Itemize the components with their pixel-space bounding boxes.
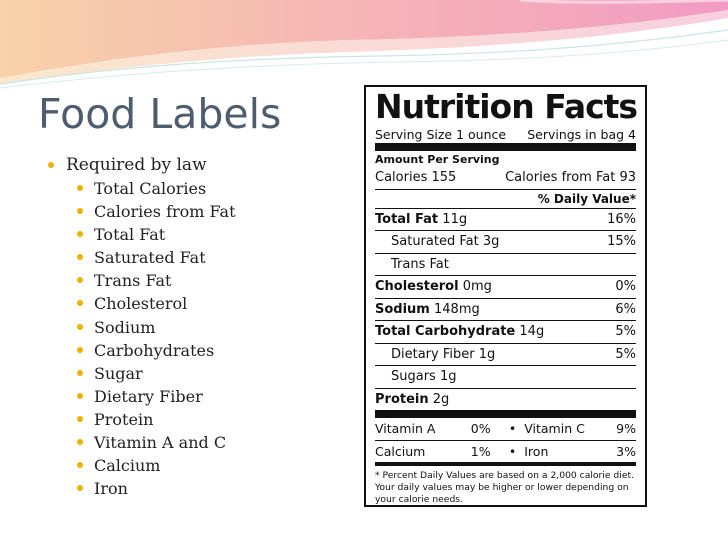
bullet-item: Vitamin A and C <box>46 431 236 454</box>
vitamin-row: Vitamin A 0% • Vitamin C 9% <box>375 418 636 441</box>
bullet-item: Iron <box>46 477 236 500</box>
serving-size: Serving Size 1 ounce <box>375 126 507 142</box>
servings-per-container: Servings in bag 4 <box>527 126 636 142</box>
bullet-required-by-law: Required by law <box>46 154 236 177</box>
bullet-dot-icon <box>77 254 83 261</box>
bullet-dot-icon <box>77 439 83 446</box>
calories-from-fat: Calories from Fat 93 <box>505 170 636 186</box>
bullet-dot-icon <box>77 369 83 376</box>
divider-thick <box>375 143 636 151</box>
bullet-item: Sodium <box>46 316 236 339</box>
nutrient-row: Total Carbohydrate 14g 5% <box>375 321 636 344</box>
bullet-item: Cholesterol <box>46 292 236 315</box>
bullet-item: Carbohydrates <box>46 339 236 362</box>
divider-medium <box>375 462 636 466</box>
bullet-item: Calcium <box>46 454 236 477</box>
bullet-item: Total Calories <box>46 177 236 200</box>
nutrition-facts-label: Nutrition Facts Serving Size 1 ounce Ser… <box>364 85 647 507</box>
bullet-dot-icon <box>77 277 83 284</box>
bullet-dot-icon <box>77 185 83 191</box>
bullet-dot-icon <box>77 485 83 492</box>
nutrient-row: Total Fat 11g 16% <box>375 209 636 231</box>
slide-title: Food Labels <box>38 90 282 138</box>
nutrient-row: Saturated Fat 3g 15% <box>375 231 636 254</box>
footnote: * Percent Daily Values are based on a 2,… <box>375 470 634 505</box>
calories-row: Calories 155 Calories from Fat 93 <box>375 167 636 190</box>
bullet-dot-icon <box>77 323 83 330</box>
nutrient-row: Trans Fat <box>375 254 636 276</box>
nutrition-facts-title: Nutrition Facts <box>375 87 638 126</box>
bullet-item: Saturated Fat <box>46 246 236 269</box>
divider-thick <box>375 410 636 418</box>
bullet-icon: • <box>508 443 517 459</box>
bullet-item: Total Fat <box>46 223 236 246</box>
bullet-dot-icon <box>77 346 83 353</box>
serving-info: Serving Size 1 ounce Servings in bag 4 <box>375 125 636 143</box>
bullet-item: Trans Fat <box>46 269 236 292</box>
bullet-dot-icon <box>77 462 83 469</box>
bullet-dot-icon <box>77 231 83 238</box>
header-banner <box>0 0 728 89</box>
bullet-item: Protein <box>46 408 236 431</box>
nutrient-row: Dietary Fiber 1g 5% <box>375 344 636 366</box>
bullet-dot-icon <box>77 392 83 399</box>
nutrient-row: Cholesterol 0mg 0% <box>375 276 636 299</box>
bullet-icon: • <box>508 421 517 437</box>
vitamin-row: Calcium 1% • Iron 3% <box>375 443 636 459</box>
nutrient-row: Protein 2g <box>375 391 450 407</box>
nutrient-row: Sugars 1g <box>375 366 636 389</box>
bullet-dot-icon <box>77 300 83 307</box>
bullet-dot-icon <box>77 415 83 422</box>
calories-value: Calories 155 <box>375 170 457 186</box>
bullet-dot-icon <box>48 162 54 168</box>
bullet-item: Calories from Fat <box>46 200 236 223</box>
bullet-list: Required by law Total Calories Calories … <box>46 154 236 500</box>
bullet-dot-icon <box>77 208 83 215</box>
daily-value-header: % Daily Value* <box>375 190 636 209</box>
bullet-item: Sugar <box>46 362 236 385</box>
nutrient-row: Sodium 148mg 6% <box>375 299 636 321</box>
amount-per-serving: Amount Per Serving <box>375 152 500 166</box>
bullet-item: Dietary Fiber <box>46 385 236 408</box>
